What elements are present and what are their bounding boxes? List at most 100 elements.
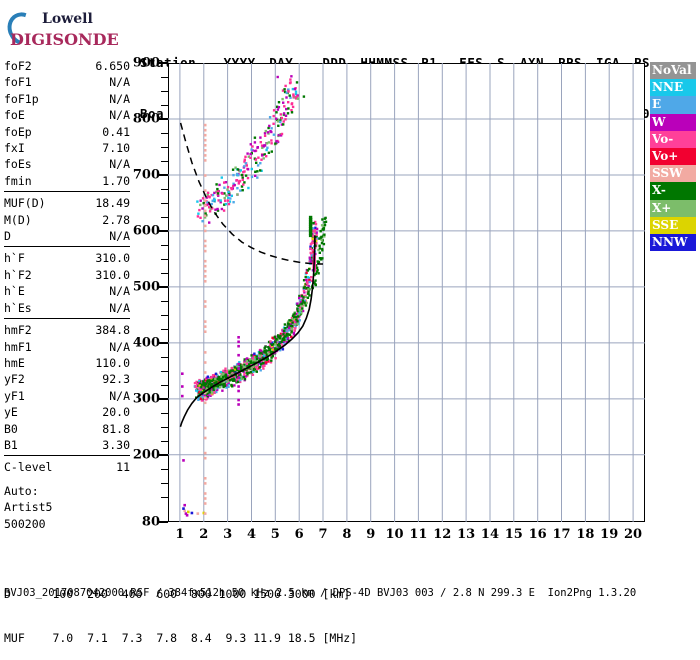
y-tick-major bbox=[157, 230, 168, 232]
y-tick-major bbox=[157, 174, 168, 176]
y-tick-minor bbox=[161, 91, 168, 93]
y-tick-major bbox=[157, 62, 168, 64]
x-tick-label: 3 bbox=[223, 527, 232, 542]
x-tick-label: 18 bbox=[576, 527, 594, 542]
x-axis: 1 2 3 4 5 6 7 8 9 10 11 12 13 14 15 16 17 18 19 20 bbox=[168, 524, 648, 550]
param-row: yF2 92.3 bbox=[4, 371, 130, 387]
param-row: MUF(D) 18.49 bbox=[4, 195, 130, 211]
legend-item-w[interactable]: W bbox=[650, 114, 696, 131]
x-tick-label: 19 bbox=[600, 527, 618, 542]
param-key: B0 bbox=[4, 421, 18, 437]
y-tick-minor bbox=[161, 203, 168, 205]
legend-item-x[interactable]: X- bbox=[650, 182, 696, 199]
legend-item-nnw[interactable]: NNW bbox=[650, 234, 696, 251]
y-tick-label: 200 bbox=[133, 447, 160, 462]
param-row: M(D) 2.78 bbox=[4, 212, 130, 228]
y-tick-label: 700 bbox=[133, 167, 160, 182]
param-row: foF1p N/A bbox=[4, 91, 130, 107]
y-tick-minor bbox=[161, 357, 168, 359]
param-key: foEp bbox=[4, 124, 32, 140]
x-tick-label: 1 bbox=[175, 527, 184, 542]
y-tick-major bbox=[157, 342, 168, 344]
param-row: B1 3.30 bbox=[4, 437, 130, 453]
param-group-virtual-heights: h`F 310.0 h`F2 310.0 h`E N/A h`Es N/A bbox=[4, 250, 130, 319]
y-tick-label: 600 bbox=[133, 223, 160, 238]
legend-item-vo[interactable]: Vo- bbox=[650, 131, 696, 148]
auto-line: Artist5 bbox=[4, 499, 130, 515]
y-tick-major bbox=[157, 521, 168, 523]
auto-line: 500200 bbox=[4, 516, 130, 532]
param-row: h`F2 310.0 bbox=[4, 267, 130, 283]
ionogram-plot[interactable] bbox=[168, 63, 645, 522]
y-tick-minor bbox=[161, 497, 168, 499]
param-key: foF2 bbox=[4, 58, 32, 74]
x-tick-label: 5 bbox=[271, 527, 280, 542]
param-row: B0 81.8 bbox=[4, 421, 130, 437]
param-row: C-level 11 bbox=[4, 459, 130, 475]
legend-item-noval[interactable]: NoVal bbox=[650, 62, 696, 79]
x-tick-label: 8 bbox=[342, 527, 351, 542]
legend-item-sse[interactable]: SSE bbox=[650, 217, 696, 234]
x-tick-label: 15 bbox=[505, 527, 523, 542]
auto-line: Auto: bbox=[4, 483, 130, 499]
legend-item-vo[interactable]: Vo+ bbox=[650, 148, 696, 165]
plot-data-layer bbox=[168, 63, 645, 522]
param-row: hmF2 384.8 bbox=[4, 322, 130, 338]
x-tick-label: 17 bbox=[552, 527, 570, 542]
legend-item-nne[interactable]: NNE bbox=[650, 79, 696, 96]
param-row: foEp 0.41 bbox=[4, 124, 130, 140]
param-key: h`F bbox=[4, 250, 25, 266]
x-tick-label: 6 bbox=[295, 527, 304, 542]
legend-item-x[interactable]: X+ bbox=[650, 200, 696, 217]
y-tick-minor bbox=[161, 427, 168, 429]
x-tick-label: 20 bbox=[624, 527, 642, 542]
param-group-muf: MUF(D) 18.49 M(D) 2.78 D N/A bbox=[4, 195, 130, 247]
muf-distance-table: D 100 200 400 600 800 1000 1500 3000 [km… bbox=[4, 558, 357, 660]
param-row: fmin 1.70 bbox=[4, 173, 130, 189]
param-row: h`Es N/A bbox=[4, 300, 130, 316]
y-tick-minor bbox=[161, 189, 168, 191]
param-key: yF2 bbox=[4, 371, 25, 387]
param-row: yE 20.0 bbox=[4, 404, 130, 420]
param-row: foE N/A bbox=[4, 107, 130, 123]
param-row: D N/A bbox=[4, 228, 130, 244]
y-tick-major bbox=[157, 118, 168, 120]
param-key: h`E bbox=[4, 283, 25, 299]
legend-item-e[interactable]: E bbox=[650, 96, 696, 113]
y-tick-minor bbox=[161, 147, 168, 149]
ionogram-parameter-panel: foF2 6.650 foF1 N/A foF1p N/A foE N/A foEp 0.41 fx… bbox=[4, 58, 130, 532]
param-key: fmin bbox=[4, 173, 32, 189]
x-tick-label: 9 bbox=[366, 527, 375, 542]
x-tick-label: 16 bbox=[529, 527, 547, 542]
y-tick-minor bbox=[161, 469, 168, 471]
legend-item-ssw[interactable]: SSW bbox=[650, 165, 696, 182]
x-tick-label: 14 bbox=[481, 527, 499, 542]
y-tick-minor bbox=[161, 371, 168, 373]
y-tick-label: 400 bbox=[133, 335, 160, 350]
x-tick-label: 2 bbox=[199, 527, 208, 542]
param-key: foEs bbox=[4, 156, 32, 172]
param-row: hmF1 N/A bbox=[4, 339, 130, 355]
y-tick-minor bbox=[161, 413, 168, 415]
y-tick-minor bbox=[161, 385, 168, 387]
y-tick-minor bbox=[161, 217, 168, 219]
logo-lowell-text: Lowell bbox=[42, 11, 93, 27]
param-group-profile: hmF2 384.8 hmF1 N/A hmE 110.0 yF2 92.3 yF1 N/A yE 2… bbox=[4, 322, 130, 456]
param-row: foF2 6.650 bbox=[4, 58, 130, 74]
param-key: foE bbox=[4, 107, 25, 123]
x-tick-label: 4 bbox=[247, 527, 256, 542]
y-tick-minor bbox=[161, 161, 168, 163]
muf-row: MUF 7.0 7.1 7.3 7.8 8.4 9.3 11.9 18.5 [M… bbox=[4, 631, 357, 646]
polarization-direction-legend[interactable]: NoVal NNE E W Vo- Vo+ SSW X- X+ SSE NNW bbox=[650, 62, 696, 251]
y-tick-label: 900 bbox=[133, 56, 160, 71]
param-key: hmF1 bbox=[4, 339, 32, 355]
param-key: MUF(D) bbox=[4, 195, 46, 211]
param-group-clevel: C-level 11 bbox=[4, 459, 130, 477]
param-key: h`F2 bbox=[4, 267, 32, 283]
y-tick-major bbox=[157, 454, 168, 456]
param-key: h`Es bbox=[4, 300, 32, 316]
y-tick-minor bbox=[161, 273, 168, 275]
param-row: foEs N/A bbox=[4, 156, 130, 172]
y-tick-label: 800 bbox=[133, 111, 160, 126]
param-row: foF1 N/A bbox=[4, 74, 130, 90]
